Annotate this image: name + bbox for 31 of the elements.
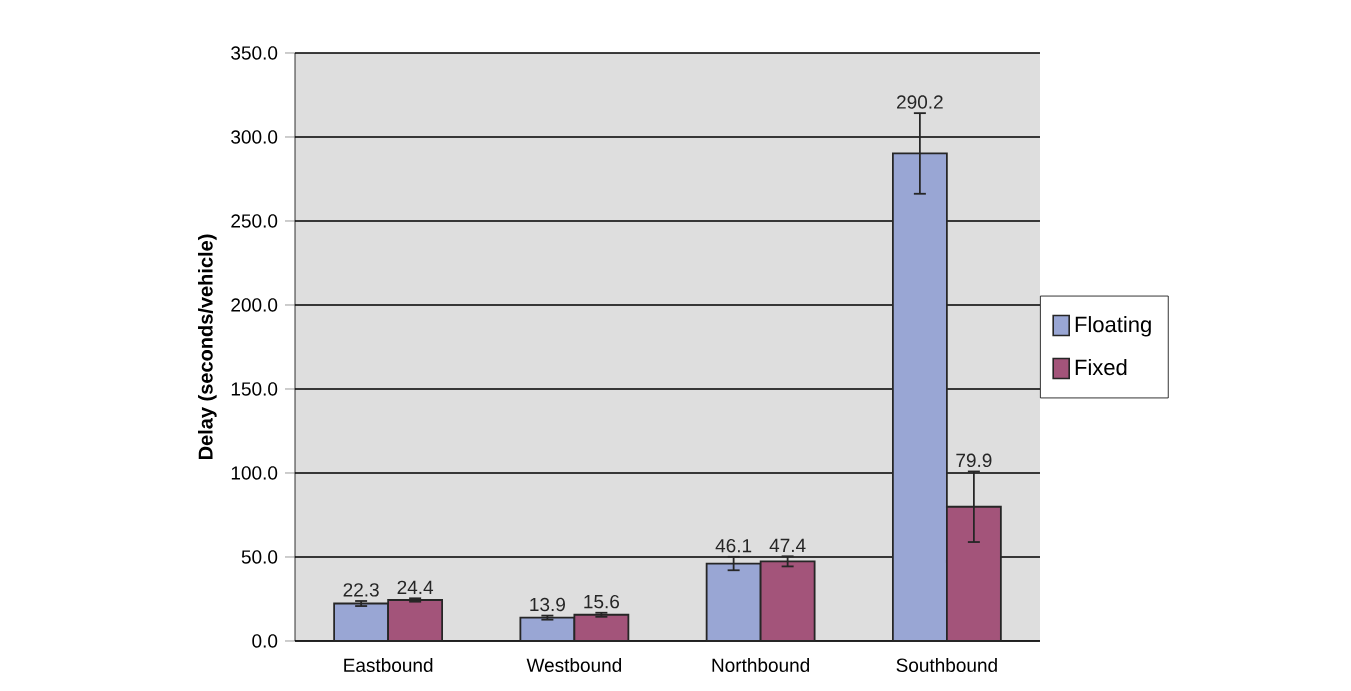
bar [519, 616, 576, 641]
legend-label: Floating [1075, 316, 1151, 337]
bar [333, 602, 390, 641]
bar [705, 562, 762, 641]
y-tick-label: 50.0 [241, 550, 278, 564]
data-label: 22.3 [343, 583, 379, 597]
x-tick-label: Southbound [896, 658, 997, 673]
bar [759, 560, 816, 641]
y-tick-label: 350.0 [231, 46, 278, 60]
data-label: 24.4 [397, 580, 434, 594]
y-tick-label: 300.0 [231, 130, 278, 144]
bar [573, 613, 630, 641]
x-tick-label: Northbound [712, 658, 810, 673]
data-label: 15.6 [584, 594, 620, 609]
bar [945, 505, 1002, 641]
bar [387, 599, 444, 641]
data-label: 47.4 [769, 538, 806, 552]
data-label: 290.2 [897, 95, 943, 109]
x-tick-label: Westbound [526, 658, 622, 673]
y-tick-label: 200.0 [231, 298, 278, 312]
y-tick-label: 250.0 [231, 214, 278, 228]
legend-label: Fixed [1075, 359, 1127, 376]
y-axis-title: Delay (seconds/vehicle) [198, 234, 217, 460]
data-label: 79.9 [956, 453, 992, 468]
bar [891, 152, 948, 641]
x-tick-label: Eastbound [344, 658, 433, 673]
y-tick-label: 100.0 [231, 466, 278, 480]
data-label: 13.9 [530, 597, 565, 612]
data-label: 46.1 [715, 538, 752, 553]
y-tick-label: 0.0 [252, 634, 278, 648]
y-tick-label: 150.0 [231, 382, 278, 396]
